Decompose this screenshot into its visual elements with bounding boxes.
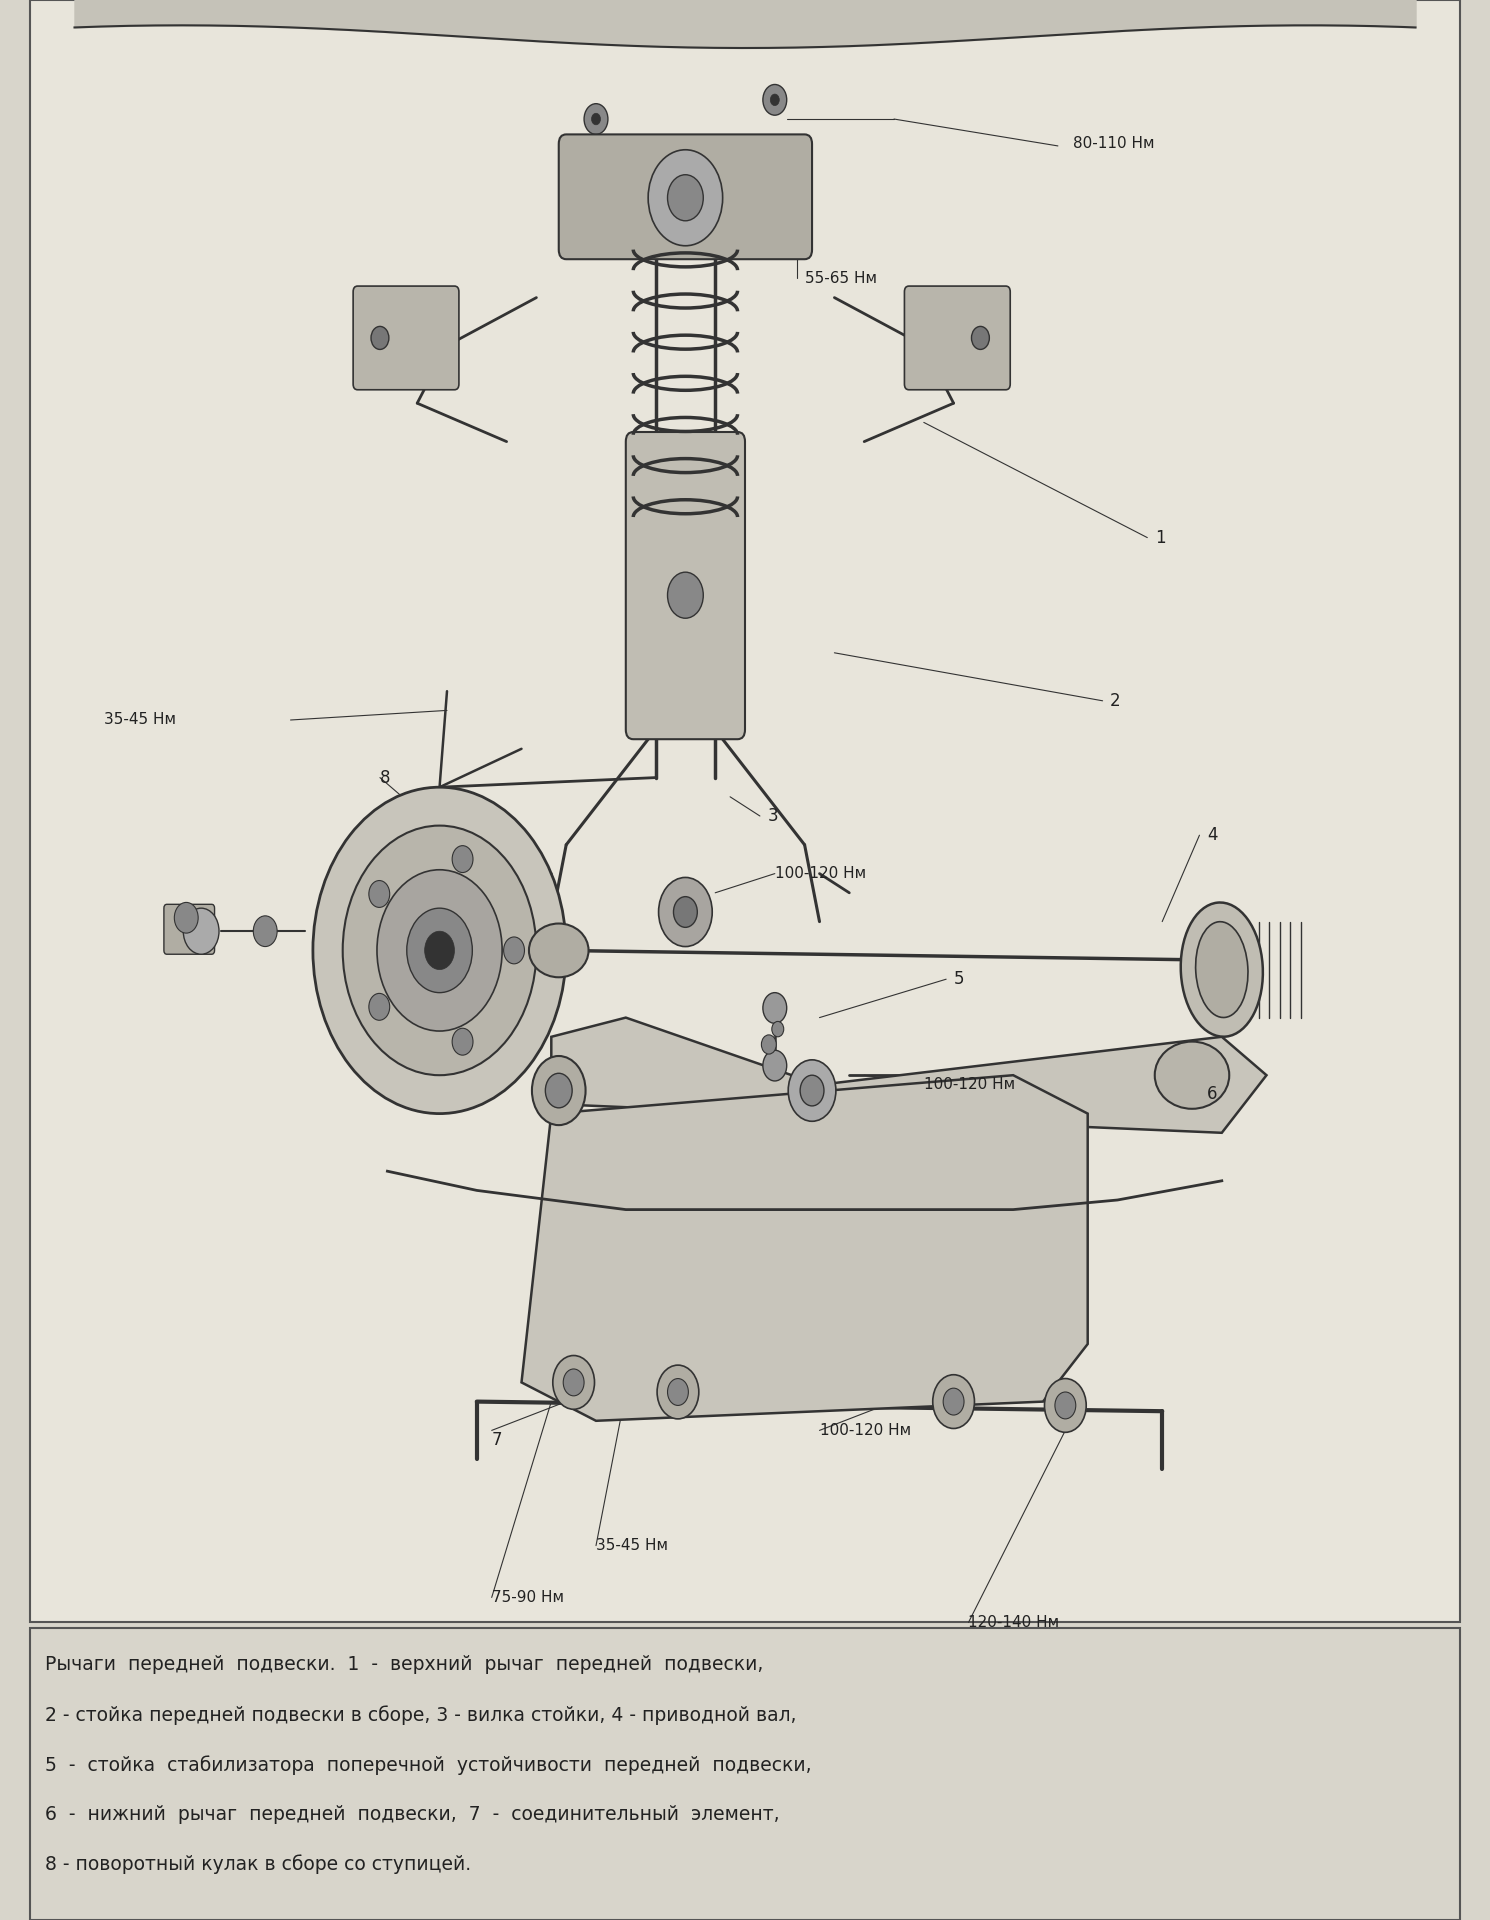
Circle shape [504,937,524,964]
Circle shape [313,787,566,1114]
Text: 6  -  нижний  рычаг  передней  подвески,  7  -  соединительный  элемент,: 6 - нижний рычаг передней подвески, 7 - … [45,1805,779,1824]
Circle shape [770,94,779,106]
Circle shape [253,916,277,947]
Ellipse shape [1155,1041,1229,1110]
Circle shape [451,1029,472,1056]
Text: 4: 4 [1207,826,1217,845]
Bar [30,1628,1460,1920]
Text: 8 - поворотный кулак в сборе со ступицей.: 8 - поворотный кулак в сборе со ступицей… [45,1855,471,1874]
Circle shape [370,881,390,908]
FancyBboxPatch shape [164,904,215,954]
FancyBboxPatch shape [904,286,1010,390]
Text: 35-45 Нм: 35-45 Нм [104,712,176,728]
Circle shape [407,908,472,993]
Text: Рычаги  передней  подвески.  1  -  верхний  рычаг  передней  подвески,: Рычаги передней подвески. 1 - верхний ры… [45,1655,763,1674]
Polygon shape [551,1018,1266,1133]
Circle shape [772,1021,784,1037]
Circle shape [648,150,723,246]
Circle shape [553,1356,595,1409]
Circle shape [761,1035,776,1054]
Circle shape [545,1073,572,1108]
Text: 5  -  стойка  стабилизатора  поперечной  устойчивости  передней  подвески,: 5 - стойка стабилизатора поперечной усто… [45,1755,812,1774]
Circle shape [377,870,502,1031]
Circle shape [451,845,472,872]
Circle shape [174,902,198,933]
FancyBboxPatch shape [559,134,812,259]
Circle shape [659,877,712,947]
Text: 6: 6 [1207,1085,1217,1104]
Circle shape [971,326,989,349]
Text: 2: 2 [1110,691,1120,710]
Circle shape [1044,1379,1086,1432]
Circle shape [763,1050,787,1081]
Text: 5: 5 [954,970,964,989]
Text: 120-140 Нм: 120-140 Нм [968,1615,1059,1630]
Circle shape [584,104,608,134]
Bar [30,0,1460,1622]
Circle shape [532,1056,586,1125]
Text: 35-45 Нм: 35-45 Нм [596,1538,668,1553]
Circle shape [592,113,600,125]
Circle shape [425,931,454,970]
Circle shape [788,1060,836,1121]
Circle shape [183,908,219,954]
Polygon shape [522,1075,1088,1421]
Ellipse shape [529,924,589,977]
FancyBboxPatch shape [353,286,459,390]
Text: 100-120 Нм: 100-120 Нм [775,866,866,881]
Ellipse shape [1180,902,1264,1037]
Circle shape [371,326,389,349]
Circle shape [943,1388,964,1415]
Circle shape [343,826,536,1075]
Circle shape [763,993,787,1023]
Circle shape [763,84,787,115]
Ellipse shape [1195,922,1249,1018]
Circle shape [563,1369,584,1396]
Text: 3: 3 [767,806,778,826]
Text: 8: 8 [380,768,390,787]
Circle shape [668,175,703,221]
Text: 1: 1 [1155,528,1165,547]
Text: 80-110 Нм: 80-110 Нм [1073,136,1155,152]
FancyBboxPatch shape [626,432,745,739]
Circle shape [657,1365,699,1419]
Circle shape [370,993,390,1020]
Text: 100-120 Нм: 100-120 Нм [924,1077,1015,1092]
Text: 7: 7 [492,1430,502,1450]
Circle shape [673,897,697,927]
Circle shape [668,572,703,618]
Text: 55-65 Нм: 55-65 Нм [805,271,876,286]
Circle shape [1055,1392,1076,1419]
Circle shape [800,1075,824,1106]
Circle shape [668,1379,688,1405]
Text: 2 - стойка передней подвески в сборе, 3 - вилка стойки, 4 - приводной вал,: 2 - стойка передней подвески в сборе, 3 … [45,1705,796,1724]
Circle shape [933,1375,974,1428]
Text: 100-120 Нм: 100-120 Нм [820,1423,910,1438]
Text: 75-90 Нм: 75-90 Нм [492,1590,563,1605]
